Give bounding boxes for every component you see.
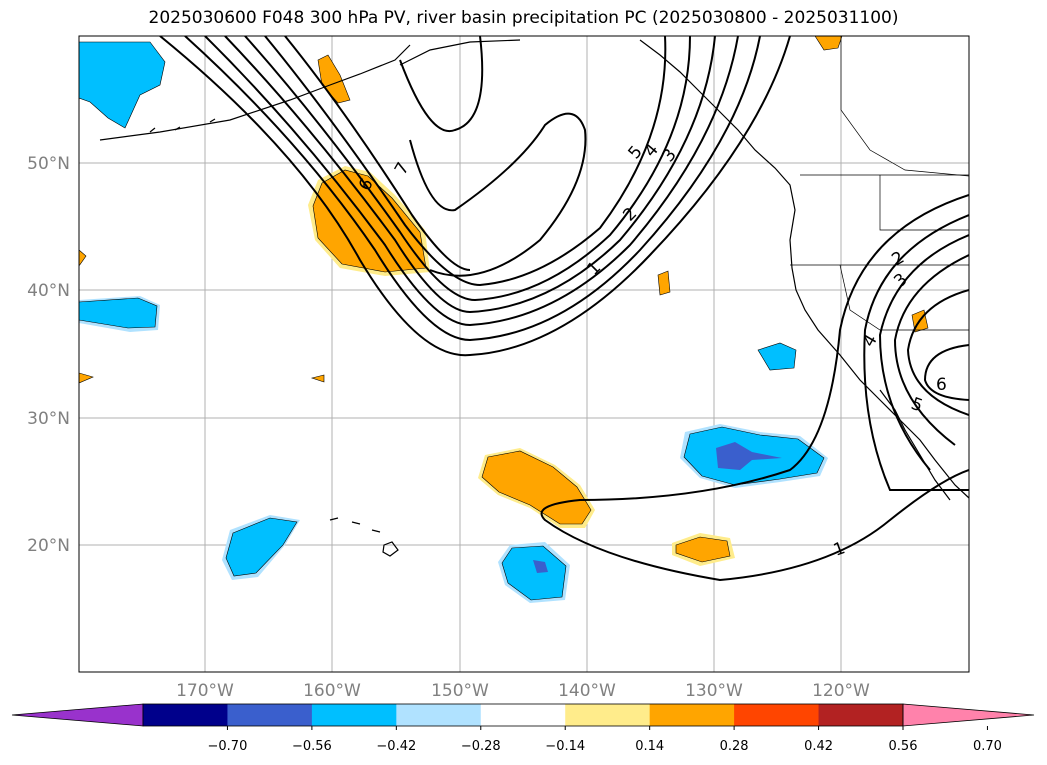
colorbar-extend-min <box>11 703 144 727</box>
positive-anomaly-region <box>79 249 87 267</box>
colorbar-segment <box>227 704 313 726</box>
colorbar-segment <box>649 704 735 726</box>
colorbar-tick-label: −0.56 <box>292 739 332 754</box>
colorbar-tick-label: 0.28 <box>720 739 749 754</box>
latitude-label: 50°N <box>27 154 70 174</box>
longitude-labels: 170°W 160°W 150°W 140°W 130°W 120°W <box>176 681 870 701</box>
longitude-label: 140°W <box>558 681 616 701</box>
latitude-label: 40°N <box>27 281 70 301</box>
map-frame <box>78 35 970 673</box>
latitude-label: 30°N <box>27 409 70 429</box>
latitude-labels: 50°N 40°N 30°N 20°N <box>27 154 70 556</box>
negative-anomaly-region <box>716 442 782 470</box>
colorbar-segment <box>818 704 904 726</box>
colorbar-frame <box>142 703 904 727</box>
longitude-label: 160°W <box>303 681 361 701</box>
colorbar-segment <box>734 704 820 726</box>
negative-anomaly-region <box>757 342 797 371</box>
precipitation-shading <box>79 36 929 603</box>
colorbar: −0.70 −0.56 −0.42 −0.28 −0.14 0.14 0.28 0.42 0.5… <box>11 703 1035 754</box>
colorbar-segment <box>480 704 566 726</box>
positive-anomaly-region <box>310 374 325 383</box>
positive-anomaly-region <box>814 36 843 51</box>
pv-contour-label: 6 <box>936 375 947 395</box>
longitude-label: 120°W <box>812 681 870 701</box>
positive-anomaly-region <box>675 536 731 563</box>
positive-anomaly-region <box>79 372 94 384</box>
colorbar-tick-label: −0.42 <box>376 739 416 754</box>
colorbar-extend-max <box>902 703 1035 727</box>
colorbar-tick-label: −0.70 <box>208 739 248 754</box>
latitude-label: 20°N <box>27 536 70 556</box>
longitude-label: 130°W <box>685 681 743 701</box>
colorbar-segment <box>311 704 397 726</box>
longitude-label: 150°W <box>431 681 489 701</box>
negative-anomaly-region <box>501 545 567 601</box>
colorbar-segment <box>396 704 482 726</box>
negative-anomaly-region <box>225 517 298 577</box>
pv-contours <box>159 36 969 582</box>
positive-anomaly-region <box>657 270 671 296</box>
colorbar-tick-label: −0.14 <box>545 739 585 754</box>
negative-anomaly-region <box>79 41 166 129</box>
longitude-label: 170°W <box>176 681 234 701</box>
negative-anomaly-region <box>79 297 158 329</box>
positive-anomaly-region <box>481 450 592 525</box>
colorbar-segment <box>143 704 228 726</box>
negative-anomaly-region <box>533 560 548 573</box>
map-title: 2025030600 F048 300 hPa PV, river basin … <box>148 8 899 28</box>
colorbar-tick-label: 0.14 <box>635 739 664 754</box>
colorbar-tick-label: −0.28 <box>461 739 501 754</box>
colorbar-segment <box>565 704 651 726</box>
colorbar-tick-label: 0.42 <box>804 739 833 754</box>
colorbar-tick-label: 0.56 <box>889 739 918 754</box>
colorbar-tick-label: 0.70 <box>973 739 1002 754</box>
